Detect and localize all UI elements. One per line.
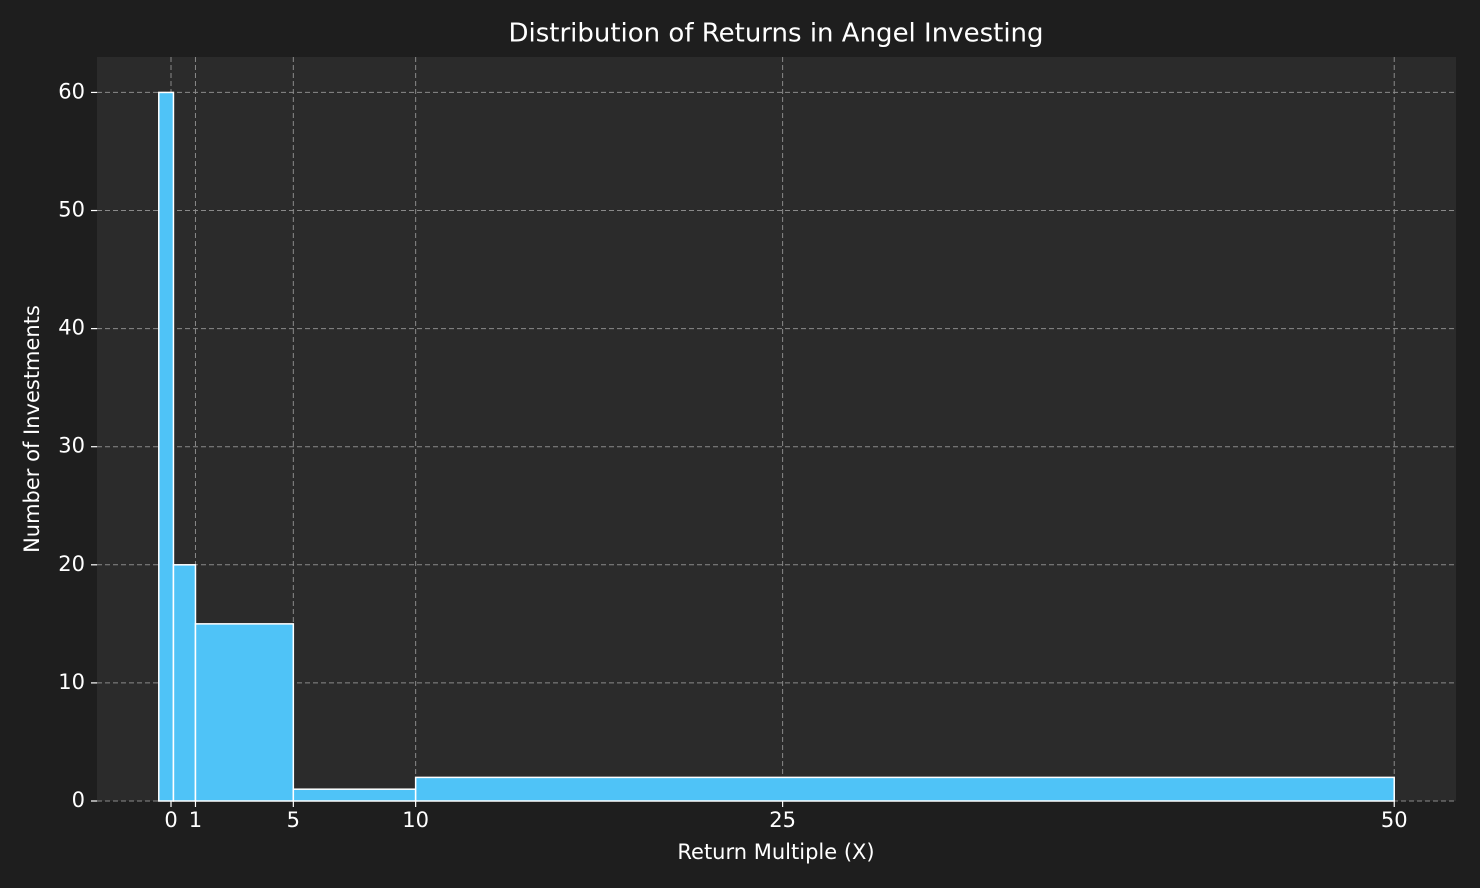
x-tick-label: 10: [402, 808, 429, 832]
bar: [292, 788, 417, 802]
bar: [414, 776, 1395, 802]
bar: [194, 623, 295, 802]
x-tick-label: 1: [189, 808, 202, 832]
y-tick-label: 10: [58, 670, 85, 694]
plot-area: [97, 57, 1456, 801]
y-tick-label: 40: [58, 316, 85, 340]
y-tick-label: 0: [72, 788, 85, 812]
bar: [172, 564, 197, 802]
x-tick-label: 5: [287, 808, 300, 832]
bar: [158, 91, 175, 802]
y-axis-label: Number of Investments: [20, 305, 44, 553]
x-tick-label: 25: [769, 808, 796, 832]
y-tick-label: 20: [58, 552, 85, 576]
x-axis-label: Return Multiple (X): [677, 840, 874, 864]
x-tick-label: 0: [164, 808, 177, 832]
y-tick-label: 50: [58, 198, 85, 222]
chart-title: Distribution of Returns in Angel Investi…: [508, 19, 1043, 49]
y-tick-label: 30: [58, 434, 85, 458]
y-tick-label: 60: [58, 79, 85, 103]
x-tick-label: 50: [1381, 808, 1408, 832]
